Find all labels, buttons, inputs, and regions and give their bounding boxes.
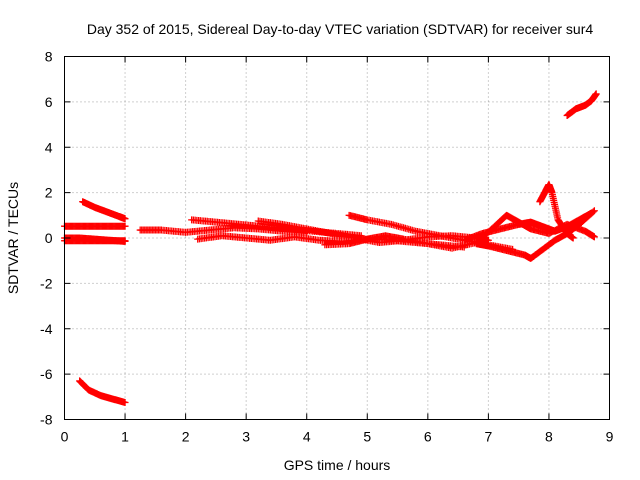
x-tick-label: 0: [61, 429, 69, 445]
grid: [64, 56, 610, 420]
y-tick-label: -8: [40, 412, 53, 428]
axis-ticks: 0 1 2 3 4 5 6 7 8 9 -8 -6 -4 -2 0 2 4 6 8: [40, 49, 614, 445]
series-trace-a: [61, 222, 129, 230]
series-trace-c: [61, 237, 129, 245]
series-trace-n: [536, 181, 577, 242]
x-tick-label: 5: [363, 429, 371, 445]
y-tick-label: 6: [45, 94, 53, 110]
y-tick-label: 2: [45, 185, 53, 201]
data-point: [590, 207, 598, 215]
y-tick-label: 0: [45, 230, 53, 246]
series-trace-e: [76, 377, 129, 406]
x-tick-label: 6: [424, 429, 432, 445]
x-tick-label: 2: [182, 429, 190, 445]
y-tick-label: -6: [40, 366, 53, 382]
y-tick-label: -2: [40, 275, 53, 291]
x-tick-label: 7: [484, 429, 492, 445]
data-point: [121, 222, 129, 230]
y-tick-label: 4: [45, 139, 53, 155]
data-point: [592, 90, 600, 98]
x-tick-label: 3: [242, 429, 250, 445]
series-trace-o: [563, 90, 600, 119]
data-point: [590, 233, 598, 241]
data-point: [121, 398, 129, 406]
y-axis-title: SDTVAR / TECUs: [5, 182, 21, 294]
data-point: [121, 237, 129, 245]
y-tick-label: -4: [40, 321, 53, 337]
x-tick-label: 9: [606, 429, 614, 445]
x-tick-label: 4: [303, 429, 311, 445]
y-tick-label: 8: [45, 49, 53, 65]
data-point: [121, 215, 129, 223]
data-marks: [61, 90, 600, 406]
x-tick-label: 1: [121, 429, 129, 445]
data-point: [589, 208, 597, 216]
chart-title: Day 352 of 2015, Sidereal Day-to-day VTE…: [87, 21, 593, 37]
series-trace-d: [79, 198, 129, 223]
x-axis-title: GPS time / hours: [284, 457, 391, 473]
x-tick-label: 8: [545, 429, 553, 445]
data-point: [569, 234, 577, 242]
